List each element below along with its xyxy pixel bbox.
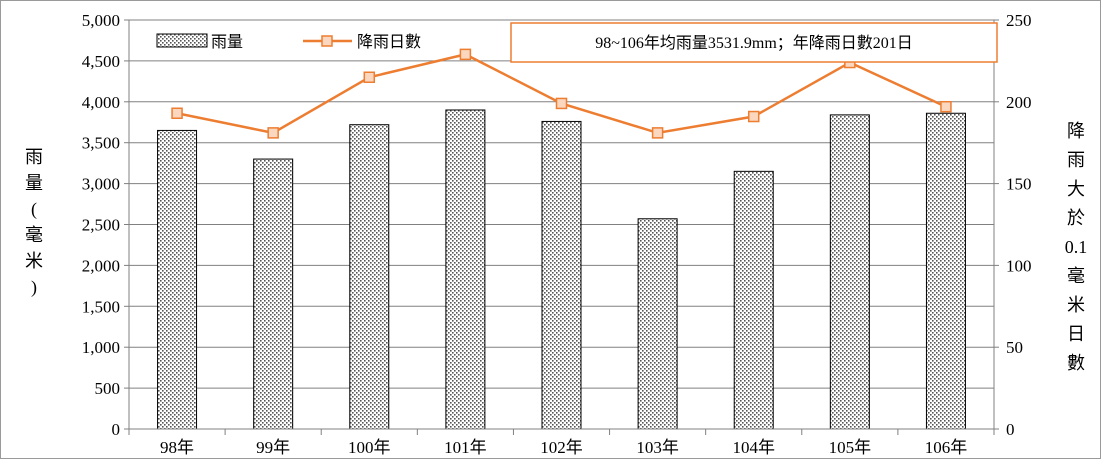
left-tick-label: 2,000 [82,256,120,275]
point-rain-days [555,97,568,110]
x-tick-label: 102年 [540,438,583,457]
x-tick-label: 106年 [925,438,968,457]
bar-rainfall [733,170,774,430]
point-rain-days [171,107,183,120]
bar-rainfall [349,124,390,430]
left-axis-title-char: 雨 [25,147,43,167]
point-rain-days [651,127,664,139]
x-tick-label: 104年 [732,438,775,457]
left-tick-label: 1,500 [82,297,120,316]
left-axis-title-char: 量 [25,173,43,193]
right-tick-label: 200 [1006,93,1032,112]
bar-rainfall [157,129,198,430]
left-axis-title-char: 米 [25,251,43,271]
point-rain-days [747,110,760,123]
left-tick-label: 5,000 [82,11,120,30]
left-tick-label: 1,000 [82,338,120,357]
left-tick-label: 0 [112,420,121,439]
bar-rainfall [445,109,486,430]
left-axis-title-char: ) [31,277,37,298]
point-rain-days [267,127,279,139]
right-tick-label: 250 [1006,11,1032,30]
bar-rainfall [637,218,678,430]
left-tick-label: 4,000 [82,93,120,112]
left-axis-title-char: ( [31,199,37,220]
bar-rainfall [829,114,870,430]
x-tick-label: 98年 [160,438,194,457]
right-axis-title-char: 降 [1067,121,1085,141]
left-tick-label: 3,500 [82,134,120,153]
legend-swatch-rainfall [156,33,208,48]
x-tick-label: 100年 [348,438,391,457]
x-tick-label: 103年 [636,438,679,457]
right-axis-title-char: 0.1 [1065,237,1088,257]
right-axis-title-char: 米 [1067,295,1085,315]
left-tick-label: 2,500 [82,216,120,235]
right-axis-title-char: 數 [1067,353,1085,373]
right-tick-label: 150 [1006,175,1032,194]
x-tick-label: 99年 [256,438,290,457]
right-axis-title-char: 於 [1067,208,1085,228]
annotation-text: 98~106年均雨量3531.9mm；年降雨日數201日 [595,34,913,52]
point-rain-days [459,48,472,61]
bar-rainfall [541,120,582,430]
left-tick-label: 3,000 [82,175,120,194]
legend-marker-rain-days [321,35,333,47]
annotation-box [510,22,998,63]
point-rain-days [363,71,376,84]
legend-label-rainfall: 雨量 [211,34,243,51]
left-axis-title-char: 毫 [25,225,43,245]
right-axis-title-char: 大 [1067,179,1085,199]
right-tick-label: 100 [1006,256,1032,275]
legend-label-rain-days: 降雨日數 [357,33,421,51]
right-axis-title-char: 雨 [1067,150,1085,170]
left-tick-label: 4,500 [82,52,120,71]
bar-rainfall [253,158,294,430]
x-tick-label: 101年 [444,438,487,457]
bar-rainfall [925,112,966,430]
right-axis-title-char: 日 [1067,324,1085,344]
point-rain-days [940,100,952,113]
right-tick-label: 50 [1006,338,1023,357]
right-axis-title-char: 毫 [1067,266,1085,286]
x-tick-label: 105年 [829,438,872,457]
left-tick-label: 500 [95,379,121,398]
right-tick-label: 0 [1006,420,1015,439]
